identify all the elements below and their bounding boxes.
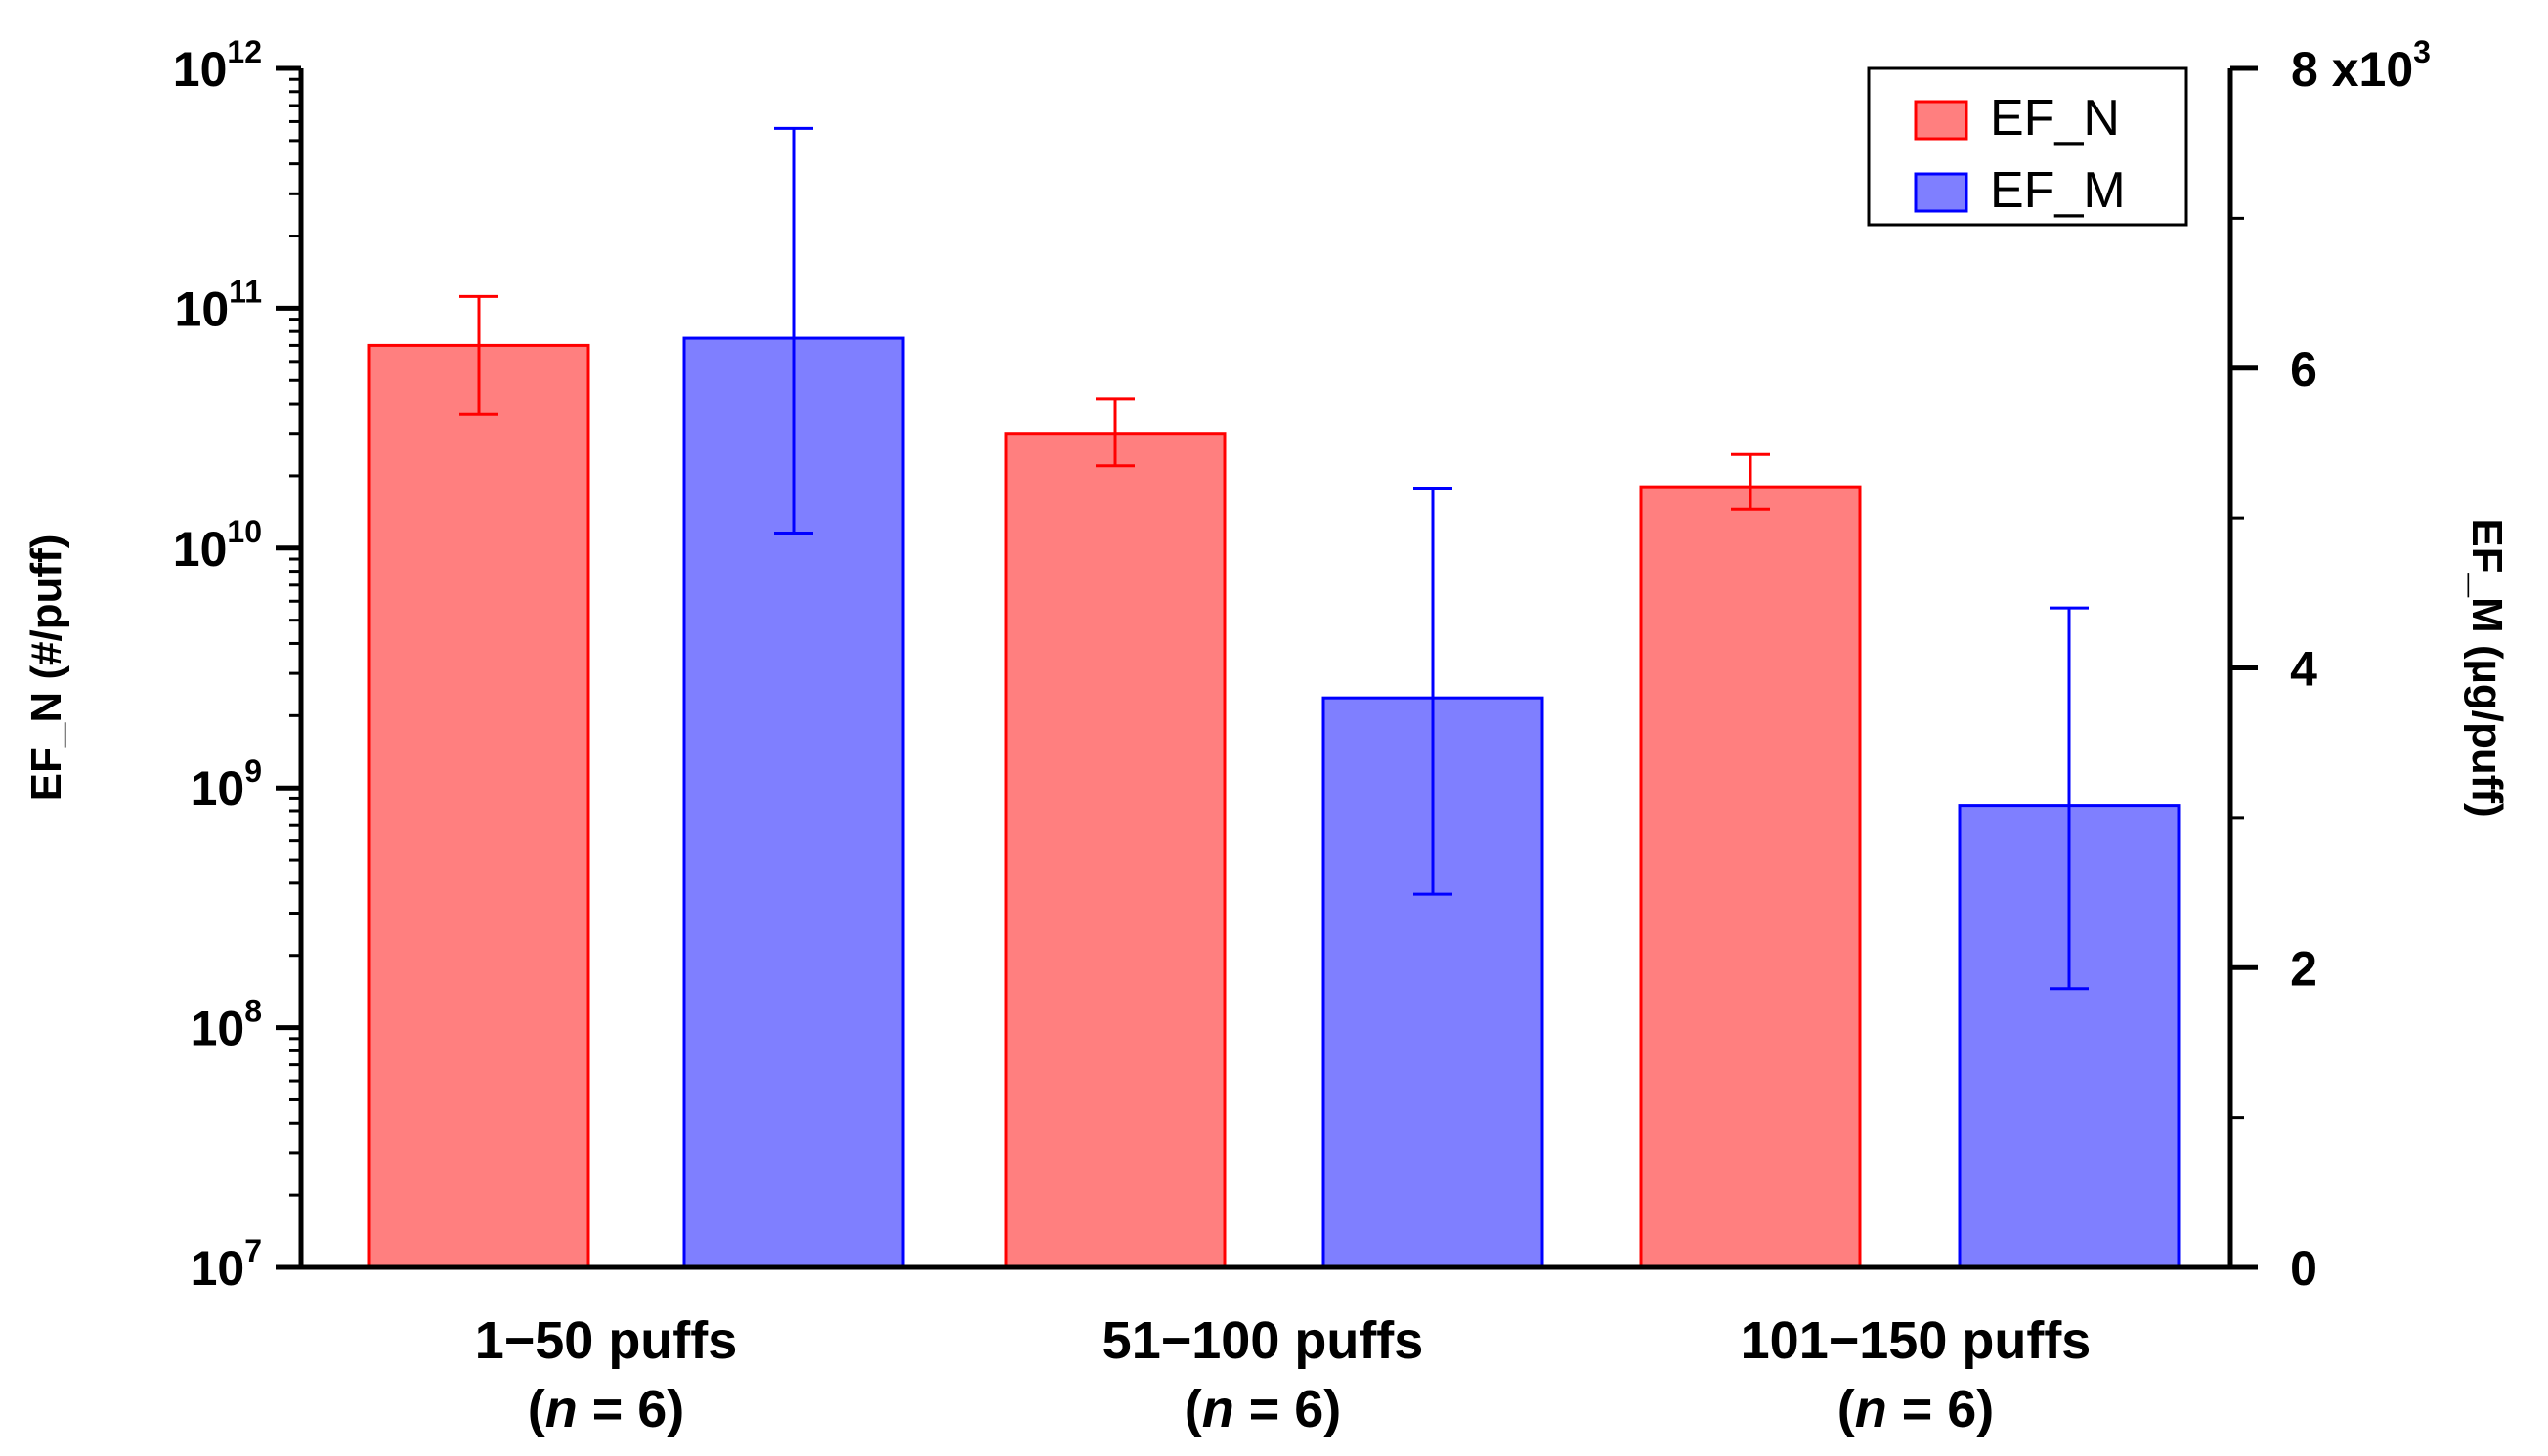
right-tick-text-5: 8 x10 — [2291, 42, 2413, 97]
category-label-2: 51−100 puffs — [1102, 1311, 1424, 1370]
left-tick-label-4: 1010 — [173, 514, 262, 577]
category-n-suffix-3: = 6) — [1887, 1380, 1995, 1438]
left-tick-label-1: 107 — [191, 1233, 262, 1296]
right-tick-label-2: 2 — [2290, 941, 2317, 996]
left-tick-exp-4: 10 — [227, 514, 262, 549]
category-n-var-1: n — [545, 1380, 578, 1438]
legend-swatch-ef-m — [1914, 172, 1968, 213]
left-tick-base-1: 10 — [191, 1241, 245, 1296]
category-n-suffix-2: = 6) — [1234, 1380, 1342, 1438]
category-label-1: 1−50 puffs — [475, 1311, 738, 1370]
left-tick-base-5: 10 — [175, 281, 230, 336]
right-tick-label-1: 0 — [2290, 1241, 2317, 1296]
right-tick-label-5: 8 x103 — [2291, 34, 2431, 97]
bar-ef-n-1 — [367, 343, 590, 1269]
bar-ef-n-3 — [1639, 485, 1862, 1269]
legend: EF_N EF_M — [1867, 66, 2188, 227]
right-axis-title: EF_M (µg/puff) — [2463, 518, 2511, 817]
left-tick-label-2: 108 — [191, 994, 262, 1056]
left-tick-label-6: 1012 — [173, 34, 262, 97]
bar-ef-n-2 — [1004, 432, 1227, 1269]
right-tick-label-4: 6 — [2290, 342, 2317, 397]
category-n-prefix-3: ( — [1837, 1380, 1855, 1438]
category-n-prefix-2: ( — [1185, 1380, 1202, 1438]
category-label-3: 101−150 puffs — [1741, 1311, 2092, 1370]
left-tick-exp-6: 12 — [227, 34, 262, 69]
left-tick-label-3: 109 — [191, 753, 262, 816]
left-tick-base-3: 10 — [191, 761, 245, 816]
left-tick-label-5: 1011 — [175, 274, 262, 336]
category-n-label-3: (n = 6) — [1837, 1380, 1995, 1438]
bars-layer — [367, 336, 2181, 1269]
category-n-label-1: (n = 6) — [528, 1380, 685, 1438]
right-tick-label-3: 4 — [2290, 642, 2317, 697]
left-tick-exp-2: 8 — [244, 994, 262, 1029]
left-tick-base-6: 10 — [173, 42, 228, 97]
legend-label-ef-m: EF_M — [1990, 162, 2126, 219]
left-tick-exp-3: 9 — [244, 753, 262, 789]
legend-swatch-ef-n — [1914, 100, 1968, 141]
category-n-var-3: n — [1855, 1380, 1887, 1438]
right-tick-exp-5: 3 — [2413, 34, 2431, 69]
left-tick-base-2: 10 — [191, 1002, 245, 1056]
category-n-suffix-1: = 6) — [578, 1380, 685, 1438]
left-tick-base-4: 10 — [173, 522, 228, 577]
error-bars-layer — [459, 126, 2089, 991]
left-tick-exp-1: 7 — [244, 1233, 262, 1268]
category-n-label-2: (n = 6) — [1185, 1380, 1342, 1438]
legend-label-ef-n: EF_N — [1990, 90, 2120, 147]
left-tick-exp-5: 11 — [229, 274, 262, 309]
category-n-var-2: n — [1202, 1380, 1234, 1438]
left-axis-title: EF_N (#/puff) — [22, 535, 70, 802]
category-n-prefix-1: ( — [528, 1380, 545, 1438]
